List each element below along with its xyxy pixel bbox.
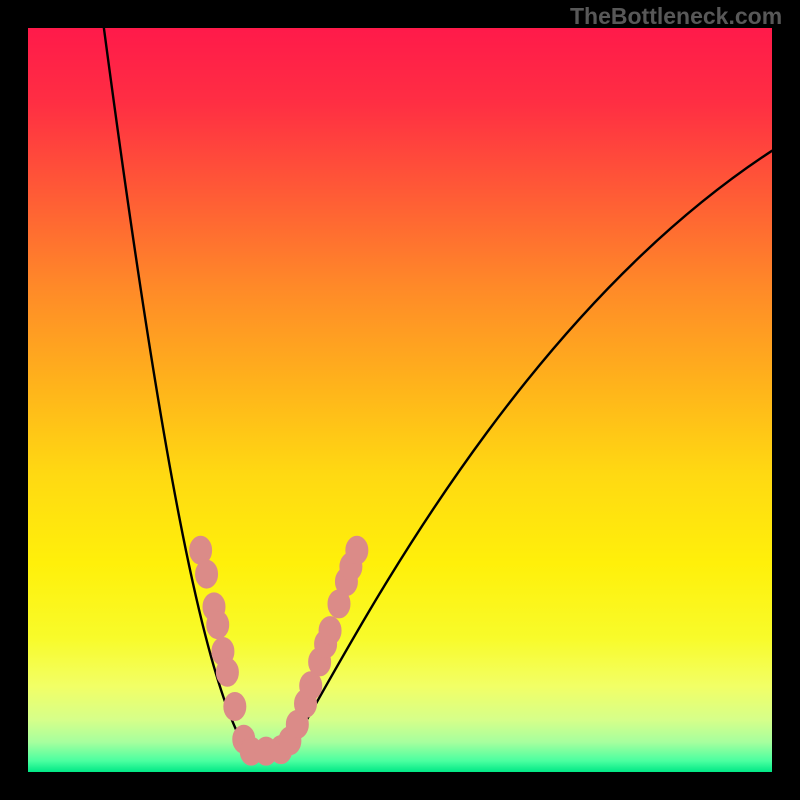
data-marker	[207, 611, 229, 639]
data-marker	[216, 658, 238, 686]
plot-area	[28, 28, 772, 772]
chart-overlay	[28, 28, 772, 772]
data-marker	[196, 560, 218, 588]
watermark-text: TheBottleneck.com	[570, 3, 782, 30]
data-marker	[224, 693, 246, 721]
chart-root: TheBottleneck.com	[0, 0, 800, 800]
data-marker	[346, 536, 368, 564]
data-marker	[319, 617, 341, 645]
v-curve	[104, 28, 772, 751]
